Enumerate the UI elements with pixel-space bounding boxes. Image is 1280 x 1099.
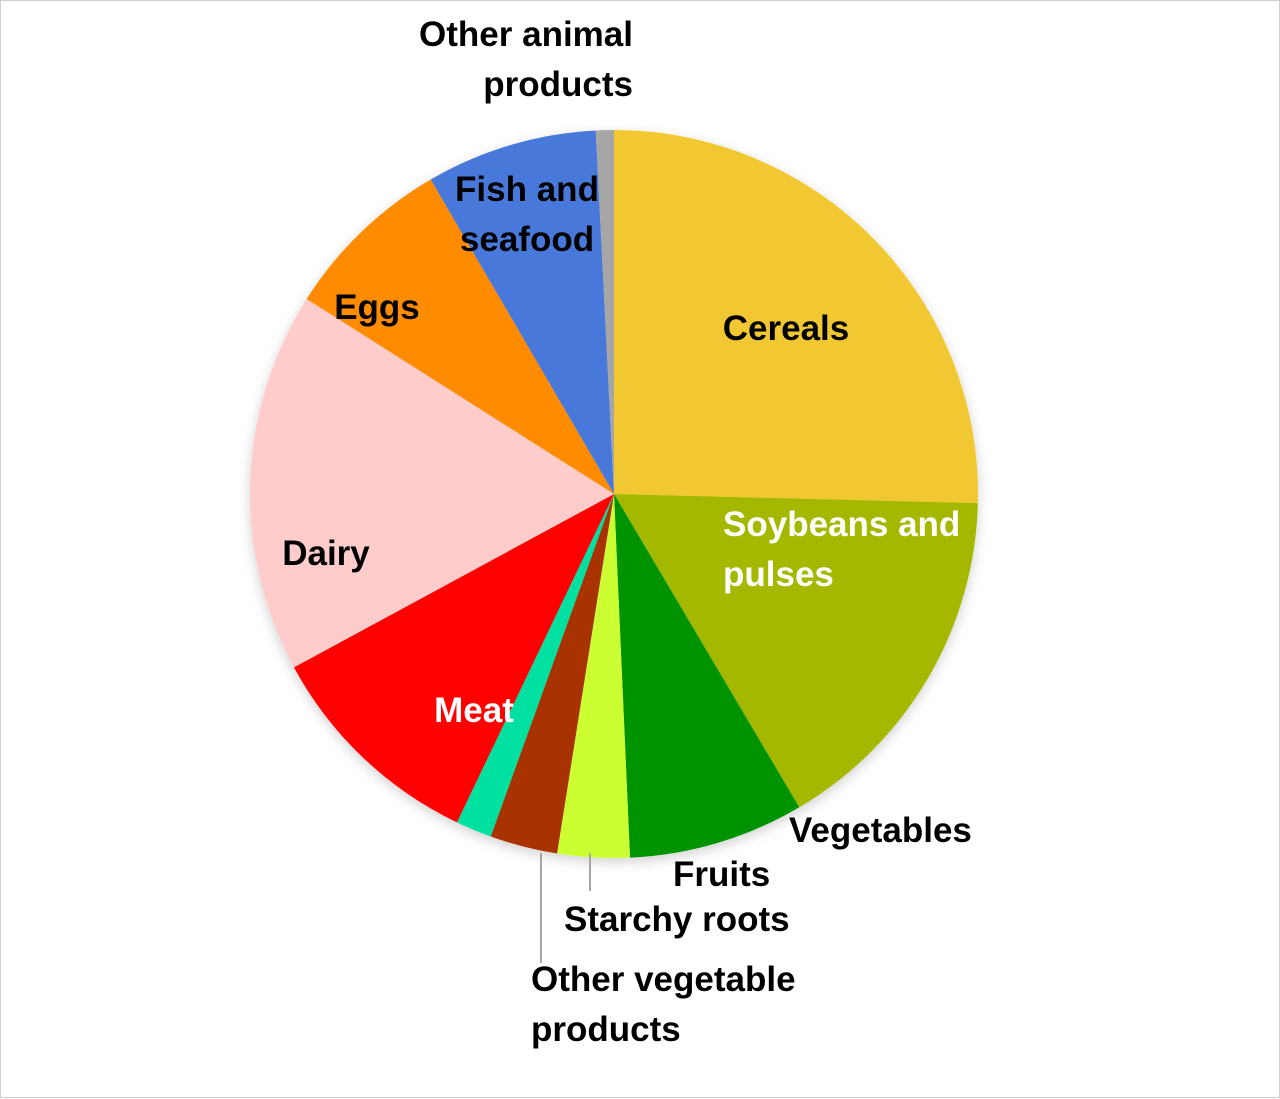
- slice-label-other-animal-products: Other animal products: [419, 15, 633, 104]
- pie-slice-dairy: [249, 298, 614, 668]
- pie-slice-other-vegetable-products: [456, 494, 614, 837]
- pie-slice-meat: [293, 494, 614, 823]
- slice-label-other-vegetable-products: Other vegetable products: [531, 960, 796, 1049]
- pie-slice-starchy-roots: [490, 494, 614, 854]
- slice-label-eggs: Eggs: [334, 288, 420, 327]
- pie-slice-fruits: [557, 494, 630, 859]
- pie-slice-cereals: [614, 130, 979, 504]
- pie-slice-other-animal-products: [595, 130, 614, 494]
- slice-label-vegetables: Vegetables: [789, 811, 972, 850]
- slice-label-starchy-roots: Starchy roots: [564, 900, 790, 939]
- leader-lines-layer: [540, 853, 591, 963]
- pie-slice-soybeans-and-pulses: [614, 494, 978, 808]
- slice-label-meat: Meat: [434, 691, 514, 730]
- pie-slice-fish-and-seafood: [430, 130, 614, 494]
- slice-label-fruits: Fruits: [673, 855, 770, 894]
- slice-label-soybeans-and-pulses: Soybeans and pulses: [723, 505, 960, 594]
- slices-layer: [249, 130, 979, 859]
- slice-label-fish-and-seafood: Fish and seafood: [455, 170, 599, 259]
- pie-slice-eggs: [306, 179, 614, 494]
- slice-label-cereals: Cereals: [723, 309, 849, 348]
- slice-label-dairy: Dairy: [282, 534, 370, 573]
- pie-slice-vegetables: [614, 494, 800, 858]
- labels-layer: Cereals Soybeans and pulses Vegetables Fruit…: [282, 15, 972, 1049]
